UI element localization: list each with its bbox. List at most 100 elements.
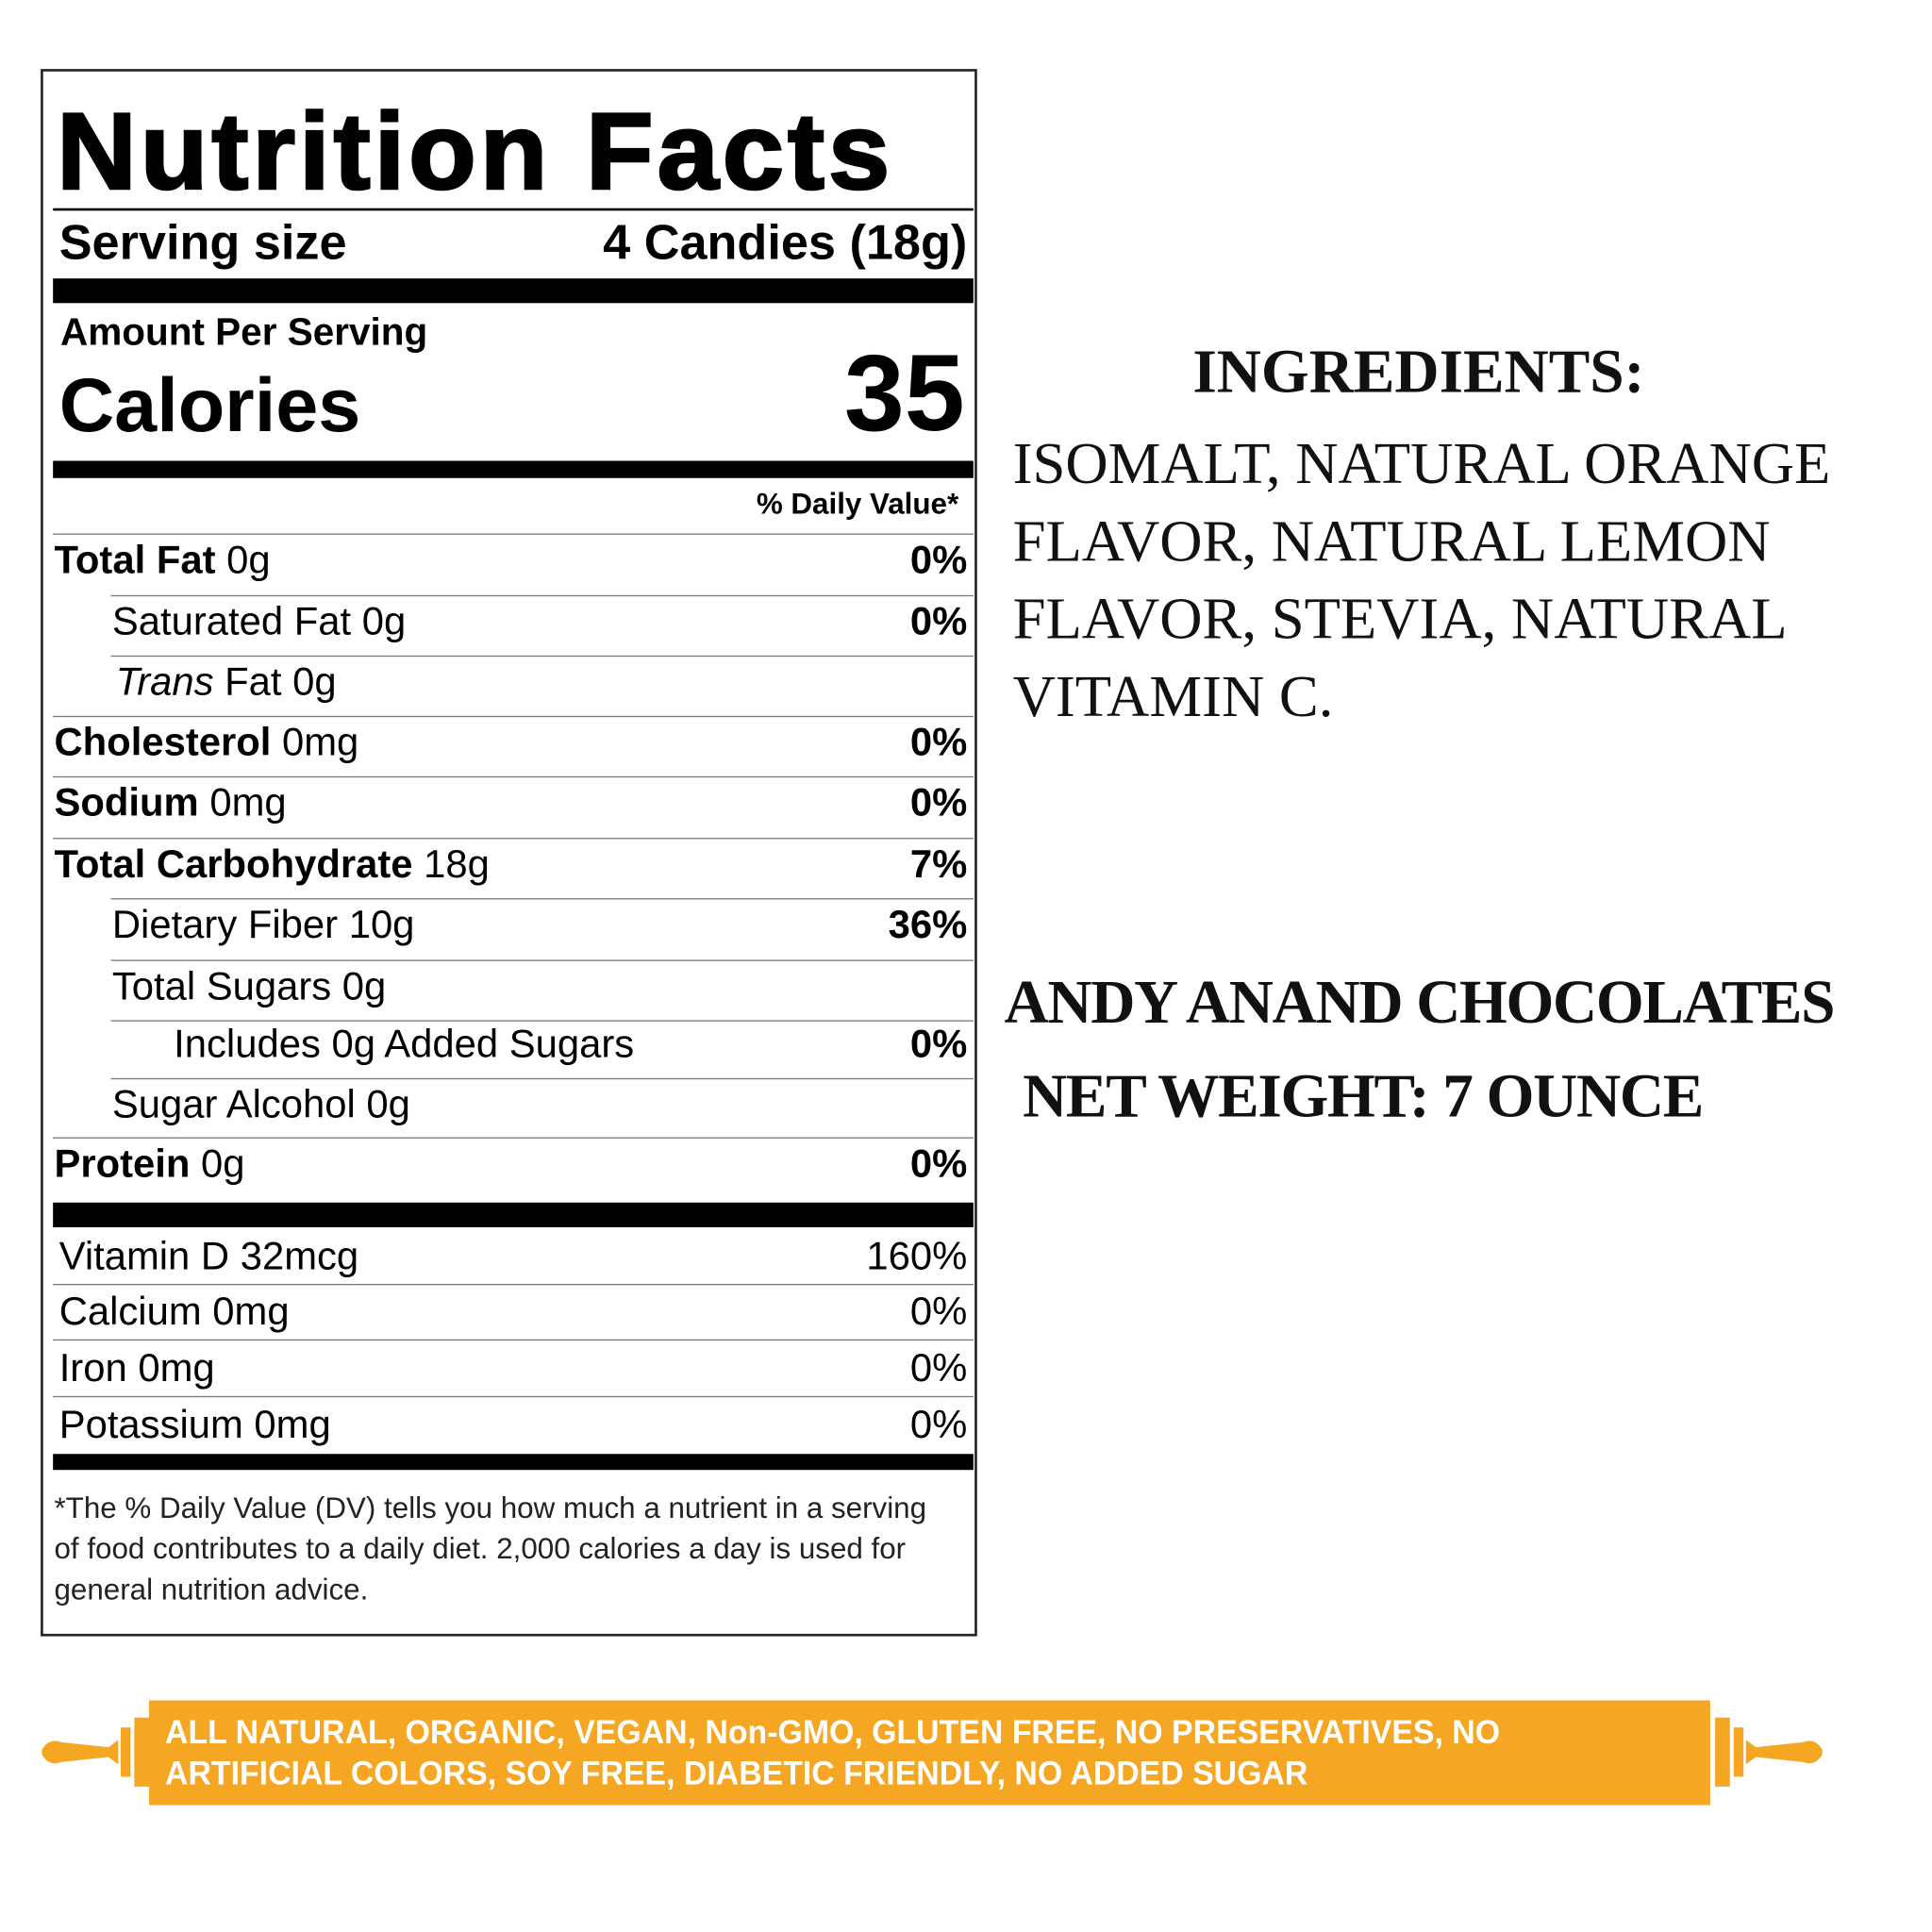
vitamin-daily-value: 0%: [909, 1344, 968, 1390]
vitamin-daily-value: 160%: [866, 1232, 968, 1277]
nutrient-amount: 10g: [348, 901, 415, 946]
calories-value: 35: [843, 331, 965, 454]
vitamin-label: Calcium 0mg: [58, 1288, 290, 1333]
nutrient-name: Sugar Alcohol: [111, 1081, 356, 1126]
nutrient-row: Cholesterol 0mg 0%: [53, 719, 967, 763]
scroll-handle-right-icon: [1715, 1717, 1823, 1787]
nutrient-name: Protein: [54, 1140, 191, 1185]
nutrient-daily-value: 0%: [909, 719, 968, 764]
claims-text: ALL NATURAL, ORGANIC, VEGAN, Non-GMO, GL…: [165, 1713, 1500, 1794]
nutrient-name-suffix: Fat: [225, 658, 282, 704]
nutrient-row: Includes 0g Added Sugars 0%: [53, 1021, 967, 1065]
vitamin-label: Iron 0mg: [58, 1344, 215, 1390]
nutrient-amount: 0g: [366, 1081, 410, 1126]
net-weight: NET WEIGHT: 7 OUNCE: [1023, 1060, 1704, 1130]
nutrient-amount: 0mg: [209, 779, 287, 824]
nutrient-label: Cholesterol 0mg: [54, 719, 358, 764]
vitamin-row: Iron 0mg 0%: [53, 1345, 968, 1390]
nutrient-label: Saturated Fat 0g: [112, 598, 406, 643]
thick-divider: [53, 1454, 974, 1471]
ingredients-title: INGREDIENTS:: [1192, 336, 1645, 406]
nutrient-row: Protein 0g 0%: [53, 1141, 967, 1185]
daily-value-header: % Daily Value*: [756, 488, 959, 522]
nutrient-row: Dietary Fiber 10g 36%: [53, 901, 967, 945]
nutrient-daily-value: 0%: [909, 598, 968, 643]
nutrient-row: Trans Fat 0g: [53, 658, 967, 703]
nutrient-label: Trans Fat 0g: [116, 658, 337, 704]
nutrient-label: Sodium 0mg: [54, 779, 286, 824]
footnote: *The % Daily Value (DV) tells you how mu…: [54, 1491, 927, 1607]
divider: [110, 898, 974, 900]
ingredients-line: VITAMIN C.: [1012, 663, 1334, 730]
serving-size-value: 4 Candies (18g): [603, 214, 968, 270]
nutrient-amount: 0g: [292, 658, 337, 704]
nutrient-daily-value: 7%: [909, 841, 968, 886]
ingredients-line: FLAVOR, NATURAL LEMON: [1012, 508, 1771, 575]
divider: [110, 959, 974, 961]
calories-label: Calories: [58, 363, 361, 449]
nutrient-name: Total Carbohydrate: [54, 841, 413, 886]
divider: [53, 1339, 974, 1341]
nutrient-amount: 0mg: [281, 719, 359, 764]
nutrient-daily-value: 0%: [909, 1140, 968, 1185]
nutrient-amount: 0g: [226, 536, 271, 581]
scroll-handle-left-icon: [42, 1717, 150, 1787]
vitamin-row: Vitamin D 32mcg 160%: [53, 1233, 968, 1277]
nutrient-row: Total Carbohydrate 18g 7%: [53, 841, 967, 885]
thick-divider: [53, 1202, 974, 1227]
claims-banner: [149, 1700, 1710, 1806]
nutrient-daily-value: 0%: [909, 779, 968, 824]
vitamin-daily-value: 0%: [909, 1288, 968, 1333]
divider: [110, 594, 974, 597]
nutrient-name: Trans: [115, 658, 214, 704]
nutrient-label: Total Fat 0g: [54, 537, 270, 582]
nutrient-amount: 18g: [424, 841, 490, 886]
divider: [53, 1283, 974, 1286]
divider: [53, 775, 974, 778]
nutrient-name: Dietary Fiber: [111, 901, 339, 946]
nutrient-name: Includes 0g Added Sugars: [174, 1021, 635, 1066]
ingredients-line: ISOMALT, NATURAL ORANGE: [1012, 431, 1831, 497]
amount-per-serving: Amount Per Serving: [59, 310, 428, 354]
divider: [53, 533, 974, 535]
divider: [53, 208, 974, 211]
nutrient-amount: 0g: [201, 1140, 245, 1185]
nutrition-facts-panel: [41, 69, 977, 1637]
nutrient-amount: 0g: [341, 962, 387, 1008]
nutrient-name: Total Fat: [54, 536, 216, 581]
divider: [53, 1137, 974, 1139]
nutrient-name: Cholesterol: [54, 719, 272, 764]
nutrient-label: Dietary Fiber 10g: [112, 901, 415, 946]
vitamin-label: Vitamin D 32mcg: [58, 1232, 359, 1277]
thick-divider: [53, 460, 974, 478]
vitamin-row: Calcium 0mg 0%: [53, 1289, 968, 1333]
nutrient-row: Sodium 0mg 0%: [53, 779, 967, 824]
nutrient-label: Includes 0g Added Sugars: [174, 1021, 634, 1066]
brand-name: ANDY ANAND CHOCOLATES: [1004, 967, 1835, 1037]
nutrient-row: Total Sugars 0g: [53, 963, 967, 1008]
ingredients-line: FLAVOR, STEVIA, NATURAL: [1012, 586, 1788, 652]
claims-line: ALL NATURAL, ORGANIC, VEGAN, Non-GMO, GL…: [165, 1713, 1501, 1751]
nutrient-label: Protein 0g: [54, 1141, 244, 1186]
serving-size-label: Serving size: [58, 214, 347, 270]
divider: [110, 1020, 974, 1022]
nutrient-label: Total Carbohydrate 18g: [54, 841, 489, 886]
nutrient-row: Total Fat 0g 0%: [53, 537, 967, 581]
vitamin-label: Potassium 0mg: [58, 1401, 331, 1446]
nutrient-label: Total Sugars 0g: [112, 963, 386, 1008]
nutrition-title: Nutrition Facts: [56, 89, 894, 213]
nutrient-name: Sodium: [54, 779, 199, 824]
nutrient-daily-value: 0%: [909, 536, 968, 581]
divider: [53, 1395, 974, 1398]
vitamin-row: Potassium 0mg 0%: [53, 1402, 968, 1446]
serving-size-row: Serving size 4 Candies (18g): [53, 215, 968, 269]
nutrient-row: Saturated Fat 0g 0%: [53, 598, 967, 642]
divider: [53, 838, 974, 840]
claims-line: ARTIFICIAL COLORS, SOY FREE, DIABETIC FR…: [165, 1754, 1308, 1792]
thick-divider: [53, 278, 974, 304]
divider: [110, 1077, 974, 1080]
nutrient-label: Sugar Alcohol 0g: [112, 1081, 410, 1126]
divider: [53, 715, 974, 718]
nutrient-name: Total Sugars: [111, 962, 332, 1008]
vitamin-daily-value: 0%: [909, 1401, 968, 1446]
